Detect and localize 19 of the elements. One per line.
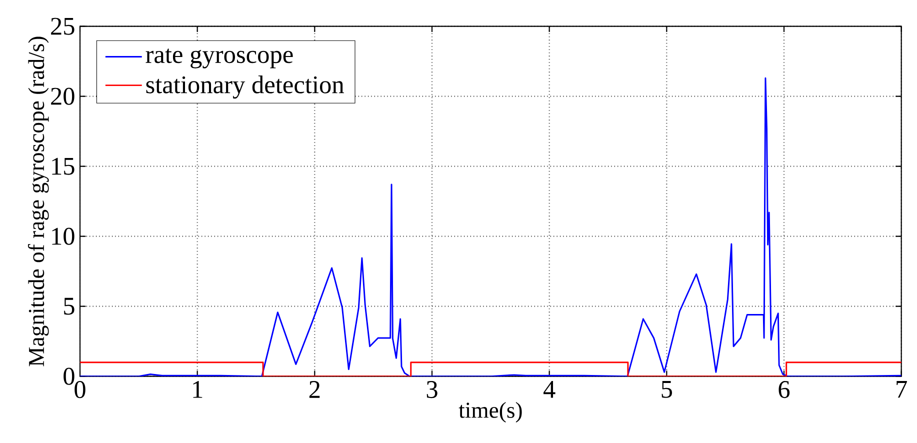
x-tick-label: 7: [896, 381, 907, 398]
x-tick-label: 6: [778, 381, 790, 398]
x-tick-label: 4: [544, 381, 556, 398]
x-tick-label: 3: [426, 381, 438, 398]
x-tick-label: 0: [74, 381, 86, 398]
legend-label: stationary detection: [146, 76, 344, 99]
y-tick-label: 20: [51, 88, 74, 105]
y-tick-label: 5: [64, 298, 74, 315]
legend-label: rate gyroscope: [146, 48, 293, 68]
x-axis-title: time(s): [458, 402, 522, 423]
y-tick-label: 10: [52, 228, 74, 245]
x-tick-label: 2: [309, 381, 320, 398]
y-axis-title: Magnitude of rage gyroscope (rad/s): [28, 36, 49, 366]
line-series: [80, 77, 902, 376]
x-tick-label: 5: [662, 381, 672, 398]
x-tick-label: 1: [193, 381, 202, 398]
y-tick-label: 25: [51, 18, 74, 35]
y-tick-label: 15: [52, 158, 74, 175]
y-tick-label: 0: [64, 368, 74, 385]
